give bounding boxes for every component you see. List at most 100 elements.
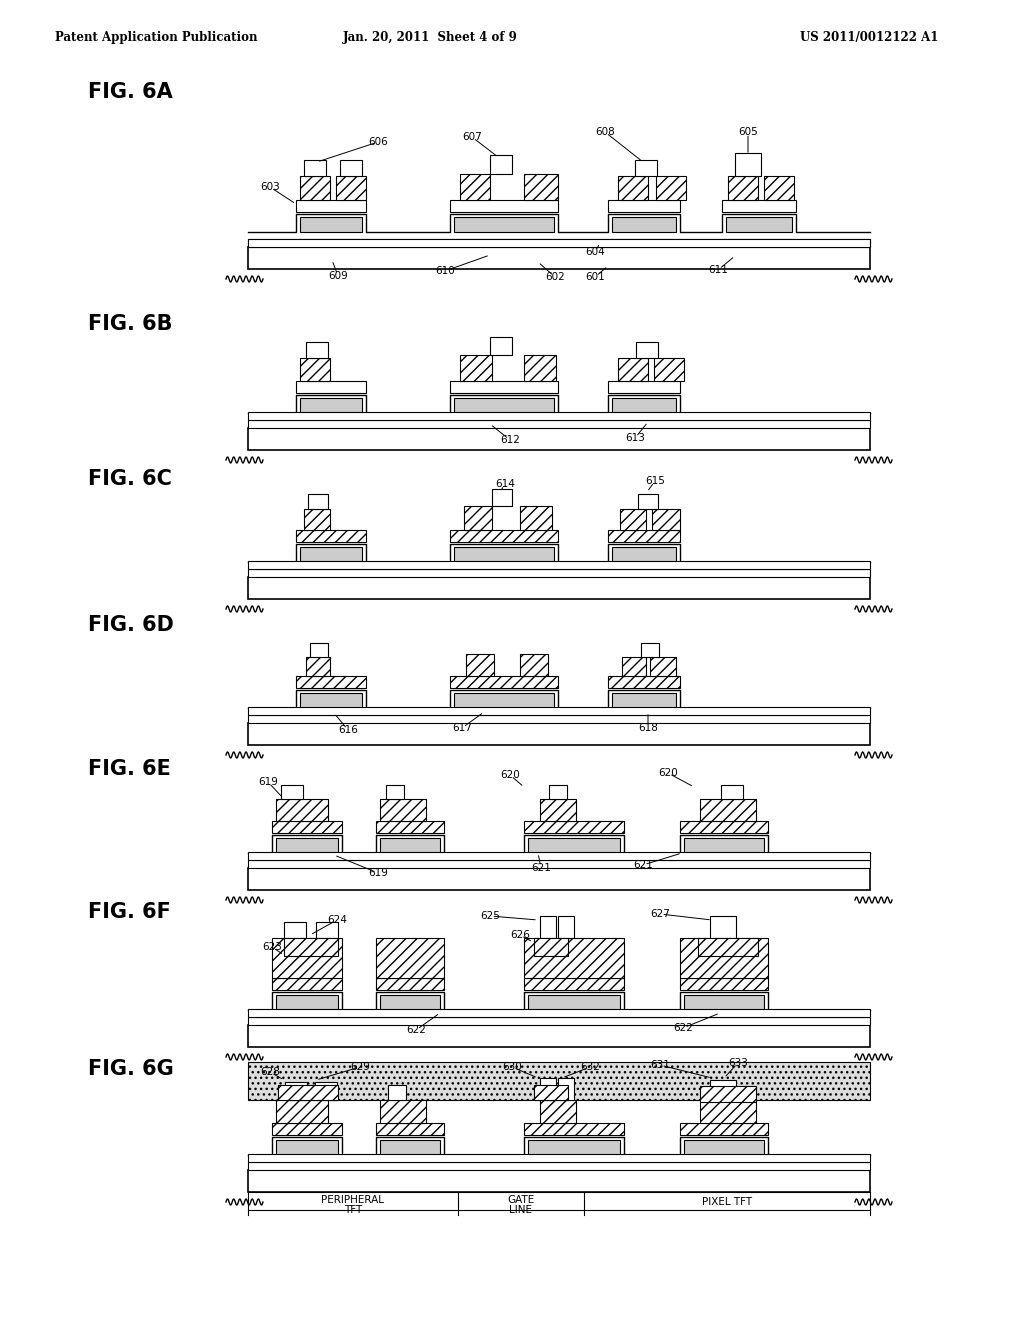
Bar <box>376 939 444 978</box>
Text: 616: 616 <box>338 725 358 735</box>
Text: 632: 632 <box>580 1063 600 1072</box>
Bar <box>248 1016 870 1026</box>
Text: 631: 631 <box>650 1060 670 1071</box>
Bar <box>710 1080 736 1100</box>
Bar <box>248 577 870 599</box>
Bar <box>300 358 330 381</box>
Bar <box>680 978 768 990</box>
Bar <box>652 510 680 531</box>
Bar <box>450 531 558 543</box>
Bar <box>558 916 574 939</box>
Bar <box>524 821 624 833</box>
Bar <box>540 916 556 939</box>
Bar <box>684 1140 764 1155</box>
Text: 622: 622 <box>407 1026 426 1035</box>
Bar <box>248 1154 870 1162</box>
Bar <box>638 494 658 510</box>
Bar <box>680 821 768 833</box>
Bar <box>540 799 575 821</box>
Bar <box>248 239 870 247</box>
Bar <box>276 799 328 821</box>
Bar <box>721 785 743 799</box>
Bar <box>608 381 680 393</box>
Bar <box>386 785 404 799</box>
Bar <box>380 995 440 1010</box>
Bar <box>248 412 870 420</box>
Text: FIG. 6G: FIG. 6G <box>88 1059 174 1078</box>
Bar <box>728 176 758 201</box>
Text: PERIPHERAL: PERIPHERAL <box>322 1195 384 1205</box>
Bar <box>340 160 362 176</box>
Bar <box>680 1123 768 1135</box>
Bar <box>612 399 676 413</box>
Bar <box>272 821 342 833</box>
Bar <box>300 546 362 562</box>
Bar <box>534 939 568 956</box>
Bar <box>296 201 366 213</box>
Text: 603: 603 <box>260 182 280 191</box>
Text: FIG. 6C: FIG. 6C <box>88 469 172 488</box>
Bar <box>454 546 554 562</box>
Bar <box>300 216 362 232</box>
Bar <box>700 799 756 821</box>
Text: FIG. 6B: FIG. 6B <box>88 314 172 334</box>
Bar <box>454 399 554 413</box>
Bar <box>450 201 558 213</box>
Bar <box>540 1100 575 1123</box>
Bar <box>608 531 680 543</box>
Bar <box>248 239 870 247</box>
Text: 619: 619 <box>368 869 388 878</box>
Text: 607: 607 <box>462 132 482 143</box>
Bar <box>304 510 330 531</box>
Bar <box>276 1100 328 1123</box>
Bar <box>540 1078 556 1100</box>
Bar <box>376 978 444 990</box>
Text: 608: 608 <box>595 127 614 137</box>
Bar <box>612 546 676 562</box>
Bar <box>635 160 657 176</box>
Bar <box>608 201 680 213</box>
Bar <box>315 1082 337 1100</box>
Bar <box>248 1026 870 1047</box>
Bar <box>618 358 648 381</box>
Bar <box>376 1123 444 1135</box>
Text: Patent Application Publication: Patent Application Publication <box>55 32 257 45</box>
Bar <box>698 939 758 956</box>
Bar <box>248 561 870 569</box>
Bar <box>272 978 342 990</box>
Text: 627: 627 <box>650 909 670 919</box>
Bar <box>620 510 646 531</box>
Bar <box>450 676 558 688</box>
Text: 619: 619 <box>258 777 278 787</box>
Bar <box>490 154 512 174</box>
Bar <box>248 1008 870 1016</box>
Bar <box>248 428 870 450</box>
Bar <box>380 1100 426 1123</box>
Bar <box>248 869 870 890</box>
Bar <box>764 176 794 201</box>
Text: TFT: TFT <box>344 1205 362 1214</box>
Bar <box>296 676 366 688</box>
Bar <box>454 216 554 232</box>
Bar <box>248 247 870 269</box>
Bar <box>248 708 870 715</box>
Bar <box>656 176 686 201</box>
Text: 623: 623 <box>262 942 282 952</box>
Bar <box>284 921 306 939</box>
Bar <box>248 1170 870 1192</box>
Bar <box>524 1123 624 1135</box>
Bar <box>450 381 558 393</box>
Bar <box>528 995 620 1010</box>
Bar <box>248 1162 870 1170</box>
Bar <box>278 1085 338 1100</box>
Bar <box>281 785 303 799</box>
Text: LINE: LINE <box>510 1205 532 1214</box>
Bar <box>549 785 567 799</box>
Bar <box>380 838 440 853</box>
Bar <box>528 1140 620 1155</box>
Bar <box>306 342 328 358</box>
Text: 615: 615 <box>645 477 665 486</box>
Bar <box>285 1082 307 1100</box>
Bar <box>460 174 490 201</box>
Bar <box>272 939 342 978</box>
